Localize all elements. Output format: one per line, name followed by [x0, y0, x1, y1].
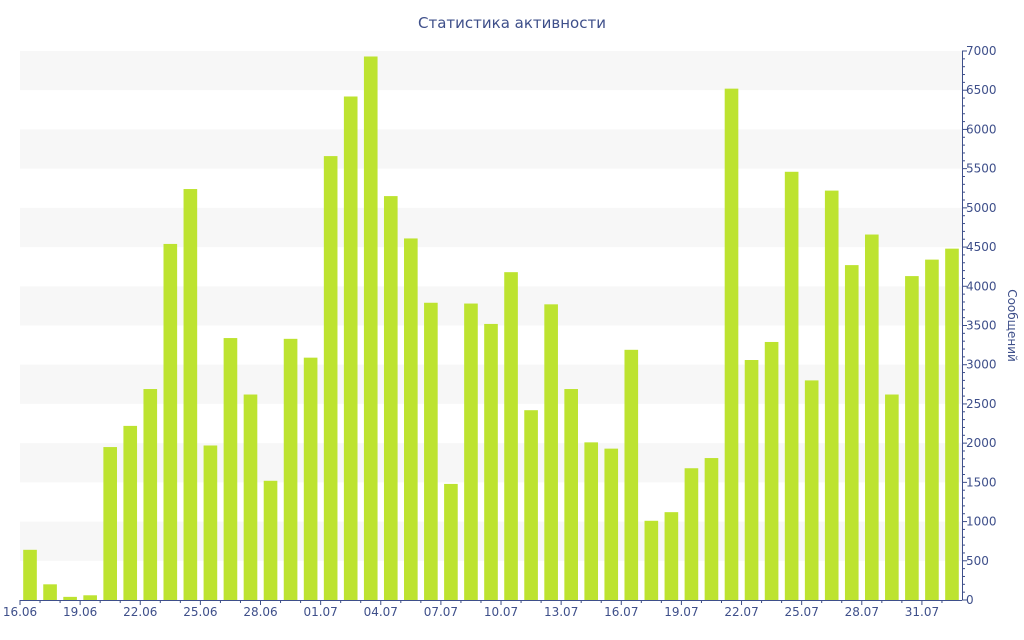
x-tick-label: 19.06 [63, 605, 97, 619]
bar[interactable] [203, 445, 218, 600]
x-tick-label: 07.07 [424, 605, 458, 619]
bar[interactable] [63, 596, 77, 600]
bar[interactable] [644, 520, 659, 600]
bar[interactable] [945, 248, 959, 600]
bar[interactable] [624, 349, 639, 600]
y-axis-label: Сообщений [1005, 289, 1019, 362]
bar[interactable] [724, 88, 739, 600]
bar[interactable] [23, 549, 37, 600]
bar[interactable] [584, 442, 599, 600]
bar[interactable] [43, 584, 57, 600]
bar[interactable] [363, 56, 378, 601]
x-tick-label: 31.07 [905, 605, 939, 619]
x-tick-label: 25.07 [784, 605, 818, 619]
bar[interactable] [564, 389, 578, 600]
bar[interactable] [804, 380, 819, 600]
bar[interactable] [424, 302, 438, 600]
bar[interactable] [83, 595, 97, 600]
bar[interactable] [544, 304, 558, 600]
bar[interactable] [283, 338, 298, 600]
bar[interactable] [444, 483, 458, 600]
bar[interactable] [704, 458, 719, 600]
bar[interactable] [744, 360, 759, 600]
bar[interactable] [484, 323, 498, 600]
bar[interactable] [323, 156, 338, 600]
y-tick-label: 1500 [966, 475, 997, 489]
y-tick-label: 500 [966, 554, 989, 568]
grid-band [20, 129, 962, 169]
x-tick-label: 16.06 [3, 605, 37, 619]
x-tick-label: 28.06 [243, 605, 277, 619]
bar[interactable] [764, 341, 779, 600]
bar[interactable] [223, 338, 238, 600]
chart-title: Статистика активности [418, 14, 606, 32]
bar[interactable] [844, 265, 859, 600]
y-tick-label: 3000 [966, 358, 997, 372]
x-tick-label: 10.07 [484, 605, 518, 619]
bar[interactable] [143, 389, 158, 600]
y-tick-label: 4500 [966, 240, 997, 254]
y-tick-label: 5500 [966, 162, 997, 176]
y-tick-label: 7000 [966, 44, 997, 58]
x-tick-label: 04.07 [364, 605, 398, 619]
x-axis: 16.06 19.06 22.06 25.06 28.06 01.07 04.07 07.07… [3, 600, 962, 619]
bar[interactable] [784, 171, 799, 600]
y-tick-label: 0 [966, 593, 974, 607]
x-tick-label: 22.07 [724, 605, 758, 619]
bar[interactable] [404, 238, 418, 601]
bar[interactable] [905, 276, 919, 600]
bar[interactable] [864, 234, 879, 600]
grid-band [20, 51, 962, 91]
y-tick-label: 6500 [966, 83, 997, 97]
bar[interactable] [925, 259, 939, 600]
bar-series [23, 56, 959, 601]
bar[interactable] [243, 394, 258, 600]
bar[interactable] [383, 196, 398, 601]
x-tick-label: 22.06 [123, 605, 157, 619]
y-tick-label: 4000 [966, 279, 997, 293]
y-tick-label: 5000 [966, 201, 997, 215]
y-tick-label: 1000 [966, 515, 997, 529]
y-tick-label: 2500 [966, 397, 997, 411]
bar[interactable] [303, 357, 318, 600]
bar[interactable] [824, 190, 839, 601]
bar[interactable] [464, 303, 478, 600]
y-tick-label: 6000 [966, 122, 997, 136]
y-tick-label: 2000 [966, 436, 997, 450]
bar[interactable] [885, 394, 899, 600]
y-tick-label: 3500 [966, 319, 997, 333]
bar[interactable] [343, 96, 358, 600]
x-tick-label: 28.07 [845, 605, 879, 619]
bar[interactable] [183, 189, 198, 600]
x-tick-label: 16.07 [604, 605, 638, 619]
x-tick-label: 01.07 [303, 605, 337, 619]
bar[interactable] [664, 512, 679, 600]
bar[interactable] [524, 410, 538, 600]
bar[interactable] [684, 468, 699, 600]
bar[interactable] [163, 243, 178, 601]
x-tick-label: 13.07 [544, 605, 578, 619]
x-tick-label: 19.07 [664, 605, 698, 619]
grid-band [20, 286, 962, 326]
bar[interactable] [103, 447, 118, 600]
grid-band [20, 207, 962, 248]
bar[interactable] [263, 480, 278, 600]
y-axis: 0 500 1000 1500 2000 2500 3000 3500 4000 4500 5000… [962, 44, 997, 607]
x-tick-label: 25.06 [183, 605, 217, 619]
bar[interactable] [604, 448, 619, 600]
bar[interactable] [504, 272, 518, 600]
bar[interactable] [123, 425, 138, 600]
